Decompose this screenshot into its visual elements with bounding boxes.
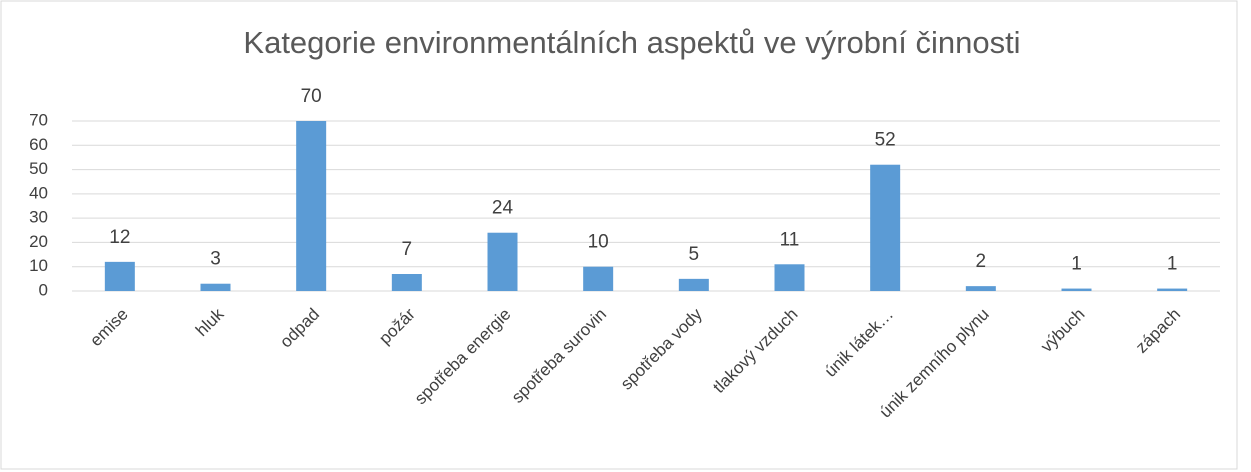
bar (965, 286, 996, 291)
data-label: 3 (210, 249, 221, 270)
data-label: 70 (301, 86, 322, 107)
y-tick-label: 70 (29, 110, 48, 129)
bar (1157, 288, 1188, 291)
chart-title: Kategorie environmentálních aspektů ve v… (243, 25, 1020, 60)
data-label: 10 (588, 232, 609, 253)
y-tick-label: 0 (39, 280, 48, 299)
bar (296, 121, 327, 291)
y-tick-label: 50 (29, 159, 48, 178)
y-tick-label: 10 (29, 256, 48, 275)
data-label: 24 (492, 198, 514, 219)
bar (678, 278, 709, 291)
bar (487, 232, 518, 291)
data-label: 5 (689, 244, 700, 265)
data-label: 7 (402, 239, 413, 260)
y-tick-label: 60 (29, 135, 48, 154)
bar (774, 264, 805, 291)
bar (583, 266, 614, 291)
y-tick-label: 20 (29, 232, 48, 251)
data-label: 52 (875, 130, 896, 151)
y-tick-label: 40 (29, 183, 48, 202)
data-label: 11 (780, 229, 800, 250)
data-label: 12 (109, 227, 130, 248)
bar (391, 274, 422, 291)
bar (870, 164, 901, 291)
y-tick-label: 30 (29, 208, 48, 227)
data-label: 1 (1167, 254, 1178, 275)
bar (200, 283, 231, 291)
bar (1061, 288, 1092, 291)
data-label: 1 (1071, 254, 1082, 275)
data-label: 2 (976, 251, 987, 272)
bar (104, 261, 135, 291)
